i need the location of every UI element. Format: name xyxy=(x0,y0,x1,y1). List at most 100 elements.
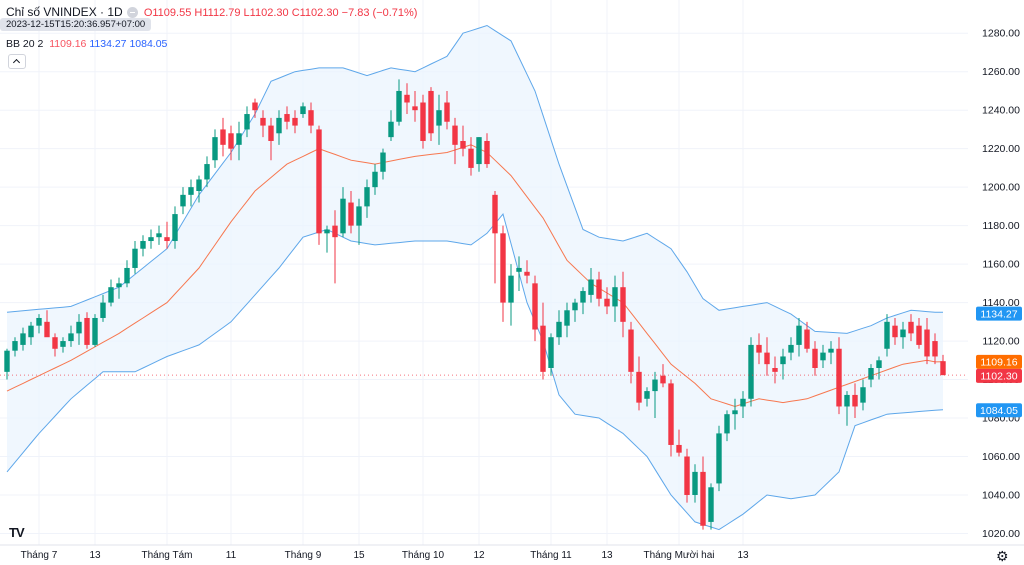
indicator-lower-value: 1084.05 xyxy=(129,38,168,50)
tradingview-logo-icon[interactable]: TV xyxy=(9,525,25,540)
candle-body xyxy=(68,333,74,342)
collapse-indicators-button[interactable] xyxy=(8,54,26,69)
candle-body xyxy=(268,125,274,141)
candle-91 xyxy=(732,398,738,430)
candle-85 xyxy=(684,448,690,503)
candle-38 xyxy=(308,102,314,134)
open-value: O1109.55 xyxy=(143,7,192,19)
time-tick-6: Tháng 10 xyxy=(402,550,445,561)
candle-body xyxy=(900,329,906,338)
candle-body xyxy=(428,90,434,134)
candle-body xyxy=(116,283,122,288)
candle-48 xyxy=(388,110,394,141)
candle-36 xyxy=(292,110,298,134)
candle-body xyxy=(276,117,282,134)
candle-body xyxy=(516,267,522,272)
candle-72 xyxy=(580,287,586,315)
candlestick-series xyxy=(4,79,946,530)
candle-44 xyxy=(356,198,362,245)
candle-body xyxy=(796,325,802,345)
price-tick-0: 1020.00 xyxy=(982,528,1020,540)
symbol-title[interactable]: Chỉ số VNINDEX · 1D xyxy=(6,5,123,19)
candle-104 xyxy=(836,337,842,415)
candle-54 xyxy=(436,94,442,145)
change-value: −7.83 (−0.71%) xyxy=(341,7,418,19)
candle-body xyxy=(460,140,466,149)
candle-body xyxy=(292,117,298,126)
candle-67 xyxy=(540,302,546,380)
time-tick-9: 13 xyxy=(601,550,613,561)
candle-body xyxy=(180,194,186,207)
candle-100 xyxy=(804,321,810,353)
indicator-legend[interactable]: BB 20 2 1109.16 1134.27 1084.05 xyxy=(6,38,167,50)
candle-body xyxy=(196,179,202,191)
candle-9 xyxy=(76,314,82,345)
candle-body xyxy=(260,117,266,126)
time-axis[interactable]: Tháng 7 13 Tháng Tám 11 Tháng 9 15 Tháng 10 12 T… xyxy=(0,544,1024,561)
candle-59 xyxy=(476,137,482,172)
candle-body xyxy=(52,337,58,349)
candle-body xyxy=(316,129,322,234)
candle-43 xyxy=(348,191,354,234)
candle-body xyxy=(436,110,442,126)
candle-73 xyxy=(588,267,594,303)
candle-89 xyxy=(716,425,722,492)
candle-body xyxy=(236,133,242,145)
candle-body xyxy=(876,360,882,368)
svg-text:1109.16: 1109.16 xyxy=(980,357,1017,369)
candle-body xyxy=(28,325,34,338)
candle-71 xyxy=(572,298,578,322)
candle-24 xyxy=(196,175,202,203)
candle-101 xyxy=(812,341,818,376)
candle-110 xyxy=(884,314,890,357)
candle-body xyxy=(492,194,498,234)
candle-body xyxy=(916,325,922,345)
candle-88 xyxy=(708,483,714,530)
candle-body xyxy=(220,129,226,145)
candle-28 xyxy=(228,125,234,161)
price-tick-6: 1140.00 xyxy=(982,297,1019,309)
candle-39 xyxy=(316,125,322,245)
candle-body xyxy=(700,471,706,526)
candle-body xyxy=(380,152,386,172)
candle-4 xyxy=(36,314,42,334)
candle-29 xyxy=(236,121,242,161)
price-axis[interactable]: 1020.001040.001060.001080.001100.001120.… xyxy=(968,0,1024,545)
candle-99 xyxy=(796,317,802,357)
collapse-legend-icon[interactable] xyxy=(126,6,138,18)
candle-62 xyxy=(500,225,506,322)
candle-body xyxy=(108,287,114,303)
candle-81 xyxy=(652,371,658,419)
candle-body xyxy=(844,394,850,407)
candle-56 xyxy=(452,117,458,165)
gear-icon[interactable]: ⚙ xyxy=(996,548,1009,564)
price-tick-13: 1280.00 xyxy=(982,28,1020,40)
candle-body xyxy=(884,321,890,349)
candle-70 xyxy=(564,302,570,338)
candle-body xyxy=(372,171,378,188)
candle-body xyxy=(588,279,594,295)
candle-33 xyxy=(268,117,274,161)
candle-body xyxy=(340,198,346,234)
candle-66 xyxy=(532,275,538,342)
candle-37 xyxy=(300,102,306,118)
candle-5 xyxy=(44,310,50,338)
candle-105 xyxy=(844,391,850,426)
candle-body xyxy=(84,317,90,345)
candle-57 xyxy=(460,125,466,157)
candle-52 xyxy=(420,94,426,149)
time-tick-10: Tháng Mười hai xyxy=(643,550,714,561)
time-tick-11: 13 xyxy=(737,550,749,561)
price-tick-2: 1060.00 xyxy=(982,451,1020,463)
candle-68 xyxy=(548,333,554,376)
close-value: C1102.30 xyxy=(291,7,339,19)
candle-body xyxy=(44,321,50,338)
candle-body xyxy=(748,344,754,399)
candle-body xyxy=(420,102,426,141)
candle-body xyxy=(204,164,210,180)
candle-body xyxy=(148,237,154,242)
candle-2 xyxy=(20,327,26,351)
candle-11 xyxy=(92,314,98,347)
candle-body xyxy=(572,302,578,311)
